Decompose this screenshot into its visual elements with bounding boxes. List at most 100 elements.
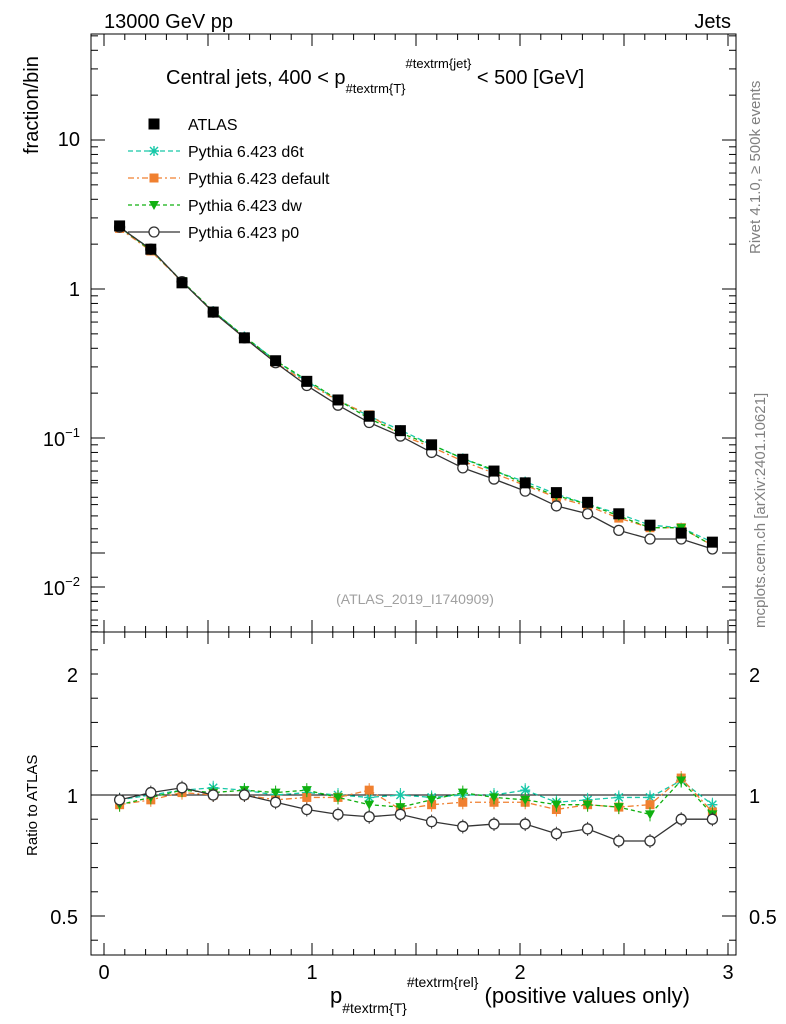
- data-point: [613, 524, 625, 536]
- data-point: [238, 332, 250, 344]
- data-point: [582, 496, 594, 508]
- data-point: [114, 220, 126, 232]
- ratio-point: [238, 789, 251, 801]
- ratio-point: [645, 800, 655, 810]
- ratio-point: [394, 808, 407, 821]
- series-layer: [113, 220, 719, 848]
- ratio-point: [426, 795, 437, 805]
- x-label-subscript: #textrm{T}: [342, 1000, 407, 1016]
- x-label-superscript: #textrm{rel}: [407, 974, 479, 990]
- ratio-point: [644, 835, 656, 847]
- ratio-point: [395, 790, 406, 800]
- ratio-point: [550, 828, 563, 840]
- ratio-point: [176, 782, 188, 794]
- data-point: [426, 439, 438, 451]
- ratio-point: [457, 788, 468, 798]
- legend-marker: [148, 118, 160, 130]
- ratio-point: [520, 795, 531, 805]
- ratio-point: [613, 792, 624, 803]
- legend-label: Pythia 6.423 dw: [188, 198, 302, 215]
- data-point: [644, 533, 656, 545]
- ratio-tick-label-2: 2: [67, 665, 78, 687]
- data-point: [613, 508, 625, 520]
- ratio-point: [145, 786, 157, 799]
- series-line: [119, 226, 713, 547]
- ratio-panel-frame: [90, 631, 737, 956]
- ratio-tick-label-0-5: 0.5: [50, 907, 78, 929]
- ratio-point: [364, 792, 375, 803]
- data-point: [675, 527, 687, 539]
- ratio-point: [645, 792, 655, 803]
- ratio-point: [613, 803, 624, 813]
- legend-marker: [149, 201, 159, 210]
- x-label-rest: (positive values only): [478, 983, 690, 1008]
- data-point: [457, 453, 469, 465]
- data-point: [207, 306, 219, 318]
- ratio-point: [520, 785, 531, 796]
- ratio-point: [581, 823, 594, 835]
- header-left: 13000 GeV pp: [104, 11, 233, 33]
- ratio-point: [301, 803, 313, 816]
- data-point: [550, 500, 563, 512]
- ratio-point: [458, 797, 468, 807]
- x-label-main: p: [330, 983, 342, 1008]
- series-circle: [113, 221, 719, 555]
- data-point: [301, 375, 313, 387]
- legend-item: Pythia 6.423 d6t: [128, 144, 304, 161]
- ratio-point: [270, 788, 281, 798]
- ratio-series-circle: [113, 780, 719, 848]
- legend-label: Pythia 6.423 p0: [188, 225, 299, 242]
- series-line: [119, 226, 713, 543]
- ratio-point: [551, 800, 562, 810]
- x-tick-label-3: 3: [722, 962, 733, 984]
- header-right: Jets: [694, 11, 731, 33]
- title-subscript: #textrm{T}: [346, 81, 407, 96]
- legend-marker: [149, 173, 159, 183]
- chart-title: Central jets, 400 < p#textrm{T} #textrm{j…: [166, 56, 584, 96]
- ratio-point: [613, 835, 625, 847]
- series-triangle: [114, 223, 718, 551]
- ratio-tick-label-2-right: 2: [749, 665, 760, 687]
- ratio-point: [676, 776, 687, 786]
- ratio-point: [269, 796, 282, 808]
- ratio-point: [519, 818, 531, 830]
- data-point: [176, 277, 188, 289]
- ratio-series-triangle: [114, 773, 718, 822]
- ratio-point: [302, 792, 312, 802]
- ratio-point: [363, 811, 375, 823]
- x-tick-label-0: 0: [98, 962, 109, 984]
- legend-label: ATLAS: [188, 117, 238, 134]
- y-tick-label-0-1: 10−1: [43, 425, 80, 451]
- ratio-point: [489, 793, 499, 803]
- legend-item: Pythia 6.423 default: [128, 171, 330, 188]
- series-star: [114, 222, 718, 548]
- data-point: [145, 243, 157, 255]
- legend-marker: [149, 146, 159, 156]
- y-tick-label-1: 1: [69, 279, 80, 301]
- ratio-point: [488, 818, 500, 830]
- data-point: [270, 355, 282, 367]
- ratio-y-axis-label: Ratio to ATLAS: [24, 755, 41, 856]
- title-rest: < 500 [GeV]: [471, 67, 584, 89]
- legend-label: Pythia 6.423 default: [188, 171, 330, 188]
- ratio-line: [119, 779, 713, 816]
- series-square: [115, 223, 717, 550]
- series-atlas: [114, 220, 718, 548]
- legend-item: ATLAS: [148, 117, 238, 134]
- data-point: [394, 425, 406, 437]
- ratio-point: [645, 810, 655, 820]
- source-label: mcplots.cern.ch [arXiv:2401.10621]: [752, 393, 769, 628]
- series-line: [119, 227, 713, 547]
- ratio-point: [364, 800, 375, 810]
- rivet-label: Rivet 4.1.0, ≥ 500k events: [747, 81, 764, 254]
- legend-item: Pythia 6.423 p0: [128, 225, 299, 242]
- analysis-watermark: (ATLAS_2019_I1740909): [336, 591, 494, 607]
- ratio-point: [364, 785, 374, 795]
- title-superscript: #textrm{jet}: [406, 56, 472, 71]
- ratio-point: [707, 799, 718, 810]
- ratio-point: [425, 815, 438, 828]
- legend-marker: [148, 226, 160, 238]
- ratio-point: [333, 793, 343, 803]
- y-tick-label-0-01: 10−2: [43, 574, 80, 600]
